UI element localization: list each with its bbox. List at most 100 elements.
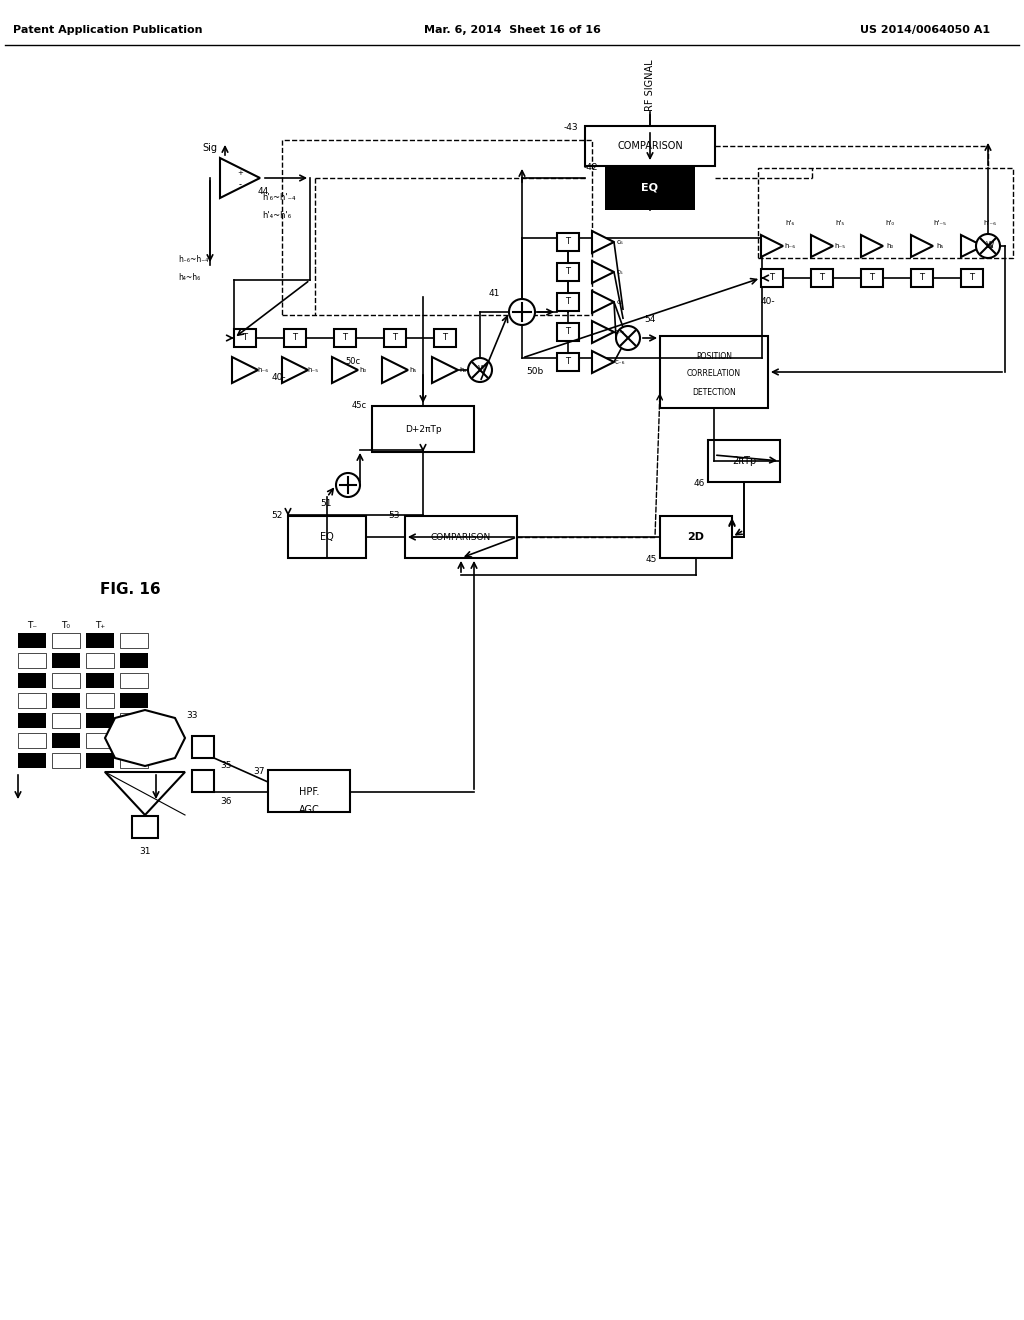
Bar (52, 634, 80, 648)
Polygon shape (432, 356, 458, 383)
Text: 37: 37 (254, 767, 265, 776)
Bar (18, 733, 46, 748)
Bar (120, 752, 148, 768)
Text: 34: 34 (94, 754, 105, 763)
Text: D+2πTp: D+2πTp (404, 425, 441, 433)
Bar (605, 166, 695, 210)
Text: 45c: 45c (352, 401, 367, 411)
Text: T₀: T₀ (61, 622, 71, 631)
Bar (193, 737, 214, 758)
Text: T₋: T₋ (27, 622, 37, 631)
Text: h₋₆: h₋₆ (784, 243, 796, 249)
Text: T: T (342, 334, 347, 342)
Text: 31: 31 (139, 847, 151, 857)
Text: 52: 52 (271, 511, 283, 520)
Text: 35: 35 (220, 760, 231, 770)
Bar (86, 673, 114, 688)
Bar (120, 673, 148, 688)
Text: c₆: c₆ (616, 239, 624, 246)
Bar (372, 407, 474, 451)
Bar (52, 752, 80, 768)
Bar (585, 125, 715, 166)
Bar (86, 752, 114, 768)
Text: EQ: EQ (641, 183, 658, 193)
Text: FIG. 16: FIG. 16 (100, 582, 161, 598)
Text: c₋₆: c₋₆ (614, 359, 626, 366)
Bar (86, 693, 114, 708)
Polygon shape (105, 710, 185, 766)
Text: 2D: 2D (687, 532, 705, 543)
Bar (384, 329, 406, 347)
Bar (557, 234, 579, 251)
Text: +: + (238, 170, 243, 176)
Text: h₋₅: h₋₅ (835, 243, 846, 249)
Text: h₀: h₀ (887, 243, 894, 249)
Text: -42: -42 (584, 164, 598, 173)
Bar (193, 770, 214, 792)
Text: HPF.: HPF. (299, 787, 319, 797)
Bar (334, 329, 356, 347)
Polygon shape (332, 356, 358, 383)
Text: Mar. 6, 2014  Sheet 16 of 16: Mar. 6, 2014 Sheet 16 of 16 (424, 25, 600, 36)
Text: 44: 44 (258, 187, 269, 197)
Text: 40-: 40- (761, 297, 775, 306)
Bar (811, 269, 833, 286)
Text: T: T (970, 273, 975, 282)
Bar (284, 329, 306, 347)
Bar (18, 653, 46, 668)
Bar (52, 733, 80, 748)
Text: US 2014/0064050 A1: US 2014/0064050 A1 (860, 25, 990, 36)
Text: T: T (442, 334, 447, 342)
Text: T: T (565, 238, 570, 247)
Text: COMPARISON: COMPARISON (617, 141, 683, 150)
Text: h₆: h₆ (460, 367, 467, 374)
Polygon shape (761, 235, 783, 257)
Bar (132, 816, 158, 838)
Text: RF SIGNAL: RF SIGNAL (645, 59, 655, 111)
Text: Sig: Sig (203, 143, 217, 153)
Text: h₄~h₆: h₄~h₆ (178, 273, 201, 282)
Text: 2πTp: 2πTp (732, 455, 756, 466)
Text: h₅: h₅ (410, 367, 417, 374)
Circle shape (336, 473, 360, 498)
Bar (288, 516, 366, 558)
Bar (961, 269, 983, 286)
Text: -43: -43 (563, 124, 578, 132)
Text: 46: 46 (693, 479, 705, 488)
Circle shape (976, 234, 1000, 257)
Polygon shape (911, 235, 933, 257)
Text: COMPARISON: COMPARISON (431, 532, 492, 541)
Circle shape (468, 358, 492, 381)
Text: T: T (769, 273, 774, 282)
Polygon shape (592, 261, 614, 282)
Text: 50c: 50c (345, 358, 360, 367)
Text: c₋₅: c₋₅ (614, 329, 626, 335)
Polygon shape (592, 321, 614, 343)
Bar (52, 713, 80, 729)
Text: T₊: T₊ (95, 622, 105, 631)
Polygon shape (811, 235, 833, 257)
Text: h'₆~h'₋₄: h'₆~h'₋₄ (262, 194, 296, 202)
Bar (557, 293, 579, 312)
Polygon shape (382, 356, 408, 383)
Text: c₀: c₀ (616, 300, 624, 305)
Text: T: T (243, 334, 248, 342)
Polygon shape (592, 351, 614, 374)
Bar (282, 140, 592, 315)
Bar (911, 269, 933, 286)
Text: T: T (920, 273, 925, 282)
Text: -: - (239, 181, 242, 190)
Bar (18, 634, 46, 648)
Bar (52, 693, 80, 708)
Text: AGC: AGC (299, 805, 319, 814)
Text: Patent Application Publication: Patent Application Publication (13, 25, 203, 36)
Text: T: T (565, 268, 570, 276)
Text: EQ: EQ (321, 532, 334, 543)
Text: DETECTION: DETECTION (692, 388, 736, 397)
Bar (120, 713, 148, 729)
Bar (406, 516, 517, 558)
Circle shape (616, 326, 640, 350)
Bar (557, 263, 579, 281)
Text: T: T (565, 358, 570, 367)
Bar (18, 713, 46, 729)
